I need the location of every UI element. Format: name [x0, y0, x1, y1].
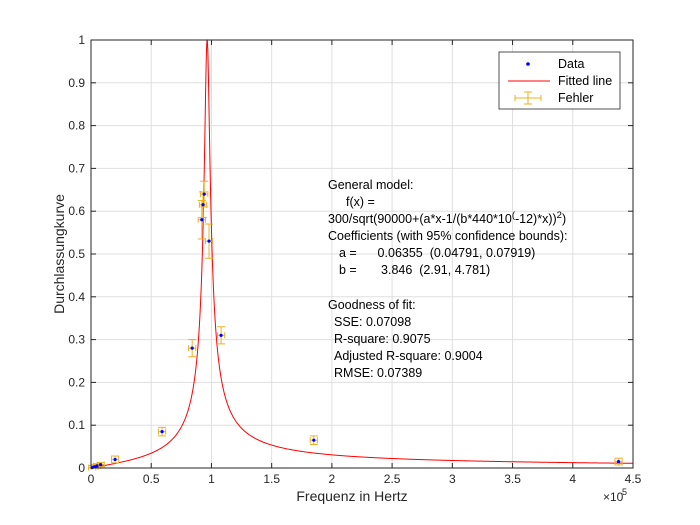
anno-coefficients: Coefficients (with 95% confidence bounds… [328, 229, 568, 243]
legend-marker-data [526, 62, 530, 66]
data-point [190, 346, 194, 350]
anno-coef-a: a = 0.06355 (0.04791, 0.07919) [339, 246, 535, 260]
data-point [202, 192, 206, 196]
anno-formula-sup1: ( [512, 210, 516, 221]
legend-marker-fehler [514, 91, 542, 105]
x-tick-label: 2.5 [384, 472, 401, 486]
data-point [312, 438, 316, 442]
anno-rsquare: R-square: 0.9075 [334, 332, 431, 346]
data-point [200, 218, 204, 222]
data-point [95, 464, 99, 468]
y-axis-label: Durchlassungkurve [51, 194, 67, 314]
x-tick-label: 1.5 [263, 472, 280, 486]
anno-sse: SSE: 0.07098 [334, 315, 411, 329]
anno-formula-end: ) [562, 212, 566, 226]
y-tick-label: 0.8 [68, 119, 85, 133]
fit-annotation: General model: f(x) = 300/sqrt(90000+(a*… [328, 178, 568, 380]
errorbar [204, 223, 214, 259]
data-point [160, 430, 164, 434]
anno-coef-b: b = 3.846 (2.91, 4.781) [339, 263, 490, 277]
anno-general-model: General model: [328, 178, 413, 192]
y-tick-label: 0.9 [68, 76, 85, 90]
legend-label-fehler: Fehler [558, 91, 593, 105]
anno-fx: f(x) = [346, 195, 375, 209]
anno-formula-main: 300/sqrt(90000+(a*x-1/(b*440*10 [328, 212, 512, 226]
anno-formula-sup2: 2 [557, 210, 562, 221]
tick-marks [90, 39, 634, 469]
fitted-line-layer [91, 39, 633, 469]
x-tick-label: 3 [449, 472, 456, 486]
data-points-layer [90, 192, 621, 470]
x-tick-label: 0.5 [143, 472, 160, 486]
x-tick-label: 1 [208, 472, 215, 486]
x-tick-label: 3.5 [504, 472, 521, 486]
y-tick-label: 0.2 [68, 375, 85, 389]
x-exponent: ×10 5 [603, 487, 627, 504]
y-tick-label: 1 [78, 33, 85, 47]
data-point [201, 203, 205, 207]
data-point [113, 457, 117, 462]
data-point [616, 459, 621, 464]
anno-goodness: Goodness of fit: [328, 298, 416, 312]
data-point [219, 333, 223, 337]
anno-formula: 300/sqrt(90000+(a*x-1/(b*440*10(-12)*x))… [328, 210, 566, 226]
y-tick-label: 0.4 [68, 290, 85, 304]
x-exponent-power: 5 [622, 487, 627, 497]
y-tick-label: 0.7 [68, 161, 85, 175]
y-tick-label: 0 [78, 461, 85, 475]
anno-rmse: RMSE: 0.07389 [334, 366, 422, 380]
x-exponent-base: ×10 [603, 490, 624, 504]
x-tick-label: 2 [329, 472, 336, 486]
y-tick-label: 0.5 [68, 247, 85, 261]
anno-adj-rsquare: Adjusted R-square: 0.9004 [334, 349, 483, 363]
legend-label-fitted-line: Fitted line [558, 74, 612, 88]
x-tick-label: 4.5 [625, 472, 642, 486]
errorbar [157, 426, 167, 437]
y-tick-labels: 0 0.1 0.2 0.3 0.4 0.5 0.6 0.7 0.8 0.9 1 [68, 33, 85, 475]
legend: Data Fitted line Fehler [498, 51, 621, 110]
x-tick-label: 0 [88, 472, 95, 486]
y-tick-label: 0.6 [68, 204, 85, 218]
data-point [99, 462, 103, 467]
data-point [207, 239, 211, 243]
x-tick-labels: 0 0.5 1 1.5 2 2.5 3 3.5 4 4.5 [88, 472, 642, 486]
y-tick-label: 0.1 [68, 418, 85, 432]
x-axis-label: Frequenz in Hertz [296, 488, 407, 504]
anno-formula-mid: -12)*x)) [515, 212, 557, 226]
y-tick-label: 0.3 [68, 333, 85, 347]
grid-lines [90, 39, 634, 469]
x-tick-label: 4 [569, 472, 576, 486]
fitted-line [91, 39, 633, 469]
legend-label-data: Data [558, 57, 584, 71]
